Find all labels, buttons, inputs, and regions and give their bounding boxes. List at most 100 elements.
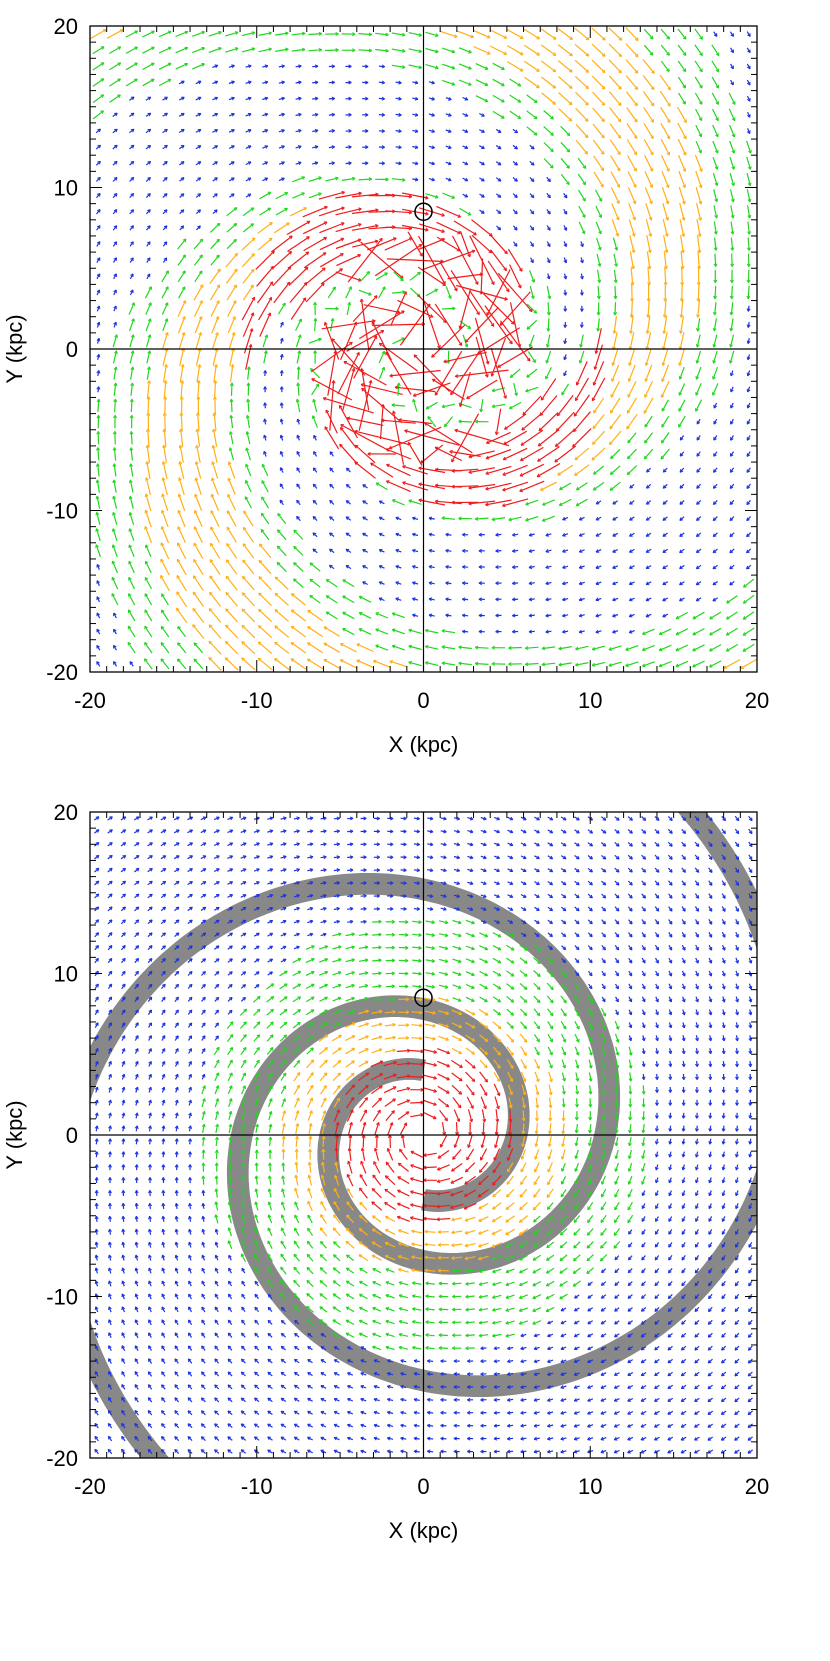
vector-arrow (436, 236, 461, 252)
vector-arrow (295, 334, 302, 348)
vector-arrow (574, 75, 589, 90)
vector-arrow-head (697, 265, 702, 270)
vector-arrow-head (508, 405, 513, 410)
vector-arrow (111, 577, 119, 590)
vector-arrow (293, 1279, 301, 1288)
vector-arrow-head (526, 326, 531, 330)
vector-arrow (490, 29, 507, 39)
vector-arrow-head (396, 382, 401, 387)
vector-arrow-head (144, 576, 149, 581)
vector-arrow (335, 208, 362, 216)
vector-arrow-head (408, 660, 413, 665)
vector-arrow (177, 316, 186, 334)
vector-arrow-head (658, 647, 663, 652)
vector-arrow-head (208, 608, 213, 612)
vector-arrow (288, 266, 309, 286)
vector-arrow-head (135, 867, 140, 872)
vector-arrow-head (258, 608, 262, 613)
vector-arrow-head (362, 581, 366, 585)
vector-arrow (209, 542, 221, 559)
vector-arrow-head (398, 161, 402, 166)
vector-arrow (694, 154, 703, 172)
vector-arrow-head (162, 855, 167, 859)
vector-arrow (271, 250, 292, 270)
vector-arrow-head (448, 161, 452, 166)
vector-arrow-head (629, 330, 634, 334)
vector-arrow (662, 219, 668, 237)
vector-arrow-head (108, 1293, 112, 1298)
vector-arrow (611, 364, 620, 382)
vector-arrow-head (130, 289, 134, 294)
vector-arrow-head (678, 376, 683, 380)
vector-arrow-head (230, 364, 235, 368)
vector-arrow-head (296, 467, 300, 471)
vector-arrow-head (663, 298, 668, 302)
vector-arrow-head (296, 499, 300, 504)
vector-arrow-head (644, 423, 649, 428)
vector-arrow-head (311, 378, 315, 382)
vector-arrow (558, 662, 572, 666)
vector-arrow (144, 560, 152, 574)
vector-arrow-head (112, 511, 116, 516)
vector-arrow-head (713, 33, 718, 37)
vector-arrow-head (445, 548, 449, 553)
vector-arrow-head (160, 1436, 165, 1440)
vector-arrow (397, 382, 400, 396)
vector-arrow (226, 510, 237, 527)
vector-arrow-head (134, 1073, 139, 1078)
vector-arrow-head (431, 145, 435, 150)
vector-arrow-head (547, 194, 551, 199)
vector-arrow-head (130, 225, 134, 229)
vector-arrow-head (161, 1293, 166, 1298)
vector-arrow-head (698, 133, 703, 138)
vector-arrow (497, 272, 533, 312)
vector-arrow-head (610, 409, 614, 414)
vector-arrow-head (354, 461, 359, 466)
vector-arrow-head (130, 209, 135, 213)
vector-arrow-head (729, 311, 734, 316)
vector-arrow-head (696, 298, 701, 302)
vector-arrow-head (682, 151, 687, 156)
vector-arrow-head (214, 129, 219, 133)
vector-arrow-head (546, 311, 551, 316)
vector-arrow-head (431, 129, 435, 133)
vector-arrow-head (391, 628, 396, 633)
vector-arrow-head (149, 880, 153, 885)
vector-arrow-head (314, 161, 319, 166)
vector-arrow-head (208, 640, 213, 645)
vector-arrow-head (161, 1397, 165, 1401)
vector-arrow-head (731, 166, 736, 170)
vector-arrow-head (134, 1319, 139, 1324)
vector-arrow-head (362, 565, 366, 569)
vector-arrow-head (613, 311, 618, 316)
vector-arrow-head (135, 893, 140, 898)
vector-arrow-head (182, 270, 186, 275)
vector-arrow (259, 191, 272, 200)
vector-arrow-head (174, 1241, 179, 1246)
vector-arrow-head (582, 165, 587, 169)
vector-arrow (275, 32, 289, 36)
vector-arrow-head (215, 1072, 220, 1077)
vector-arrow (340, 427, 357, 449)
vector-arrow (543, 110, 554, 120)
vector-arrow (226, 223, 238, 233)
vector-arrow (746, 189, 751, 203)
vector-arrow-head (187, 1384, 192, 1388)
vector-arrow (712, 366, 719, 380)
vector-arrow (319, 237, 345, 251)
vector-arrow (526, 94, 538, 104)
vector-arrow-head (162, 932, 166, 936)
vector-arrow-head (215, 1085, 220, 1089)
vector-arrow-head (202, 983, 206, 988)
vector-arrow-head (174, 1345, 179, 1350)
vector-arrow-head (245, 431, 250, 435)
vector-arrow-head (161, 1112, 166, 1117)
vector-arrow-head (174, 1384, 179, 1388)
vector-arrow-head (358, 595, 363, 600)
vector-arrow-head (226, 526, 231, 531)
vector-arrow-head (201, 1293, 205, 1298)
vector-arrow-head (339, 404, 343, 409)
vector-arrow-head (497, 129, 502, 133)
vector-arrow-head (696, 282, 701, 286)
vector-arrow-head (601, 134, 605, 139)
